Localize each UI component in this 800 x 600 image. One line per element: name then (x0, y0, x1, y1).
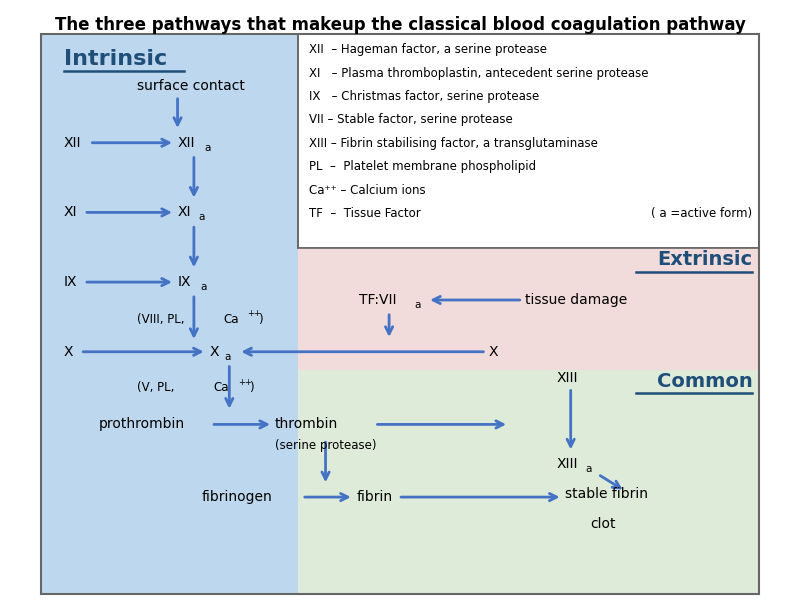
Text: Common: Common (657, 371, 752, 391)
Text: prothrombin: prothrombin (98, 418, 185, 431)
Text: The three pathways that makeup the classical blood coagulation pathway: The three pathways that makeup the class… (54, 16, 746, 34)
Text: ): ) (258, 313, 263, 326)
Text: Intrinsic: Intrinsic (64, 49, 167, 69)
Text: ( a =active form): ( a =active form) (651, 207, 752, 220)
Bar (298, 34, 758, 248)
Text: a: a (205, 143, 211, 153)
Text: XII: XII (64, 136, 82, 150)
Text: (serine protease): (serine protease) (274, 439, 376, 452)
Text: X: X (489, 345, 498, 359)
Text: IX: IX (178, 275, 191, 289)
Text: fibrinogen: fibrinogen (202, 490, 273, 504)
Text: XI: XI (178, 205, 191, 220)
Text: XI   – Plasma thromboplastin, antecedent serine protease: XI – Plasma thromboplastin, antecedent s… (310, 67, 649, 80)
Text: (VIII, PL,: (VIII, PL, (137, 313, 184, 326)
Text: thrombin: thrombin (274, 418, 338, 431)
Text: Ca⁺⁺ – Calcium ions: Ca⁺⁺ – Calcium ions (310, 184, 426, 197)
Text: IX   – Christmas factor, serine protease: IX – Christmas factor, serine protease (310, 90, 539, 103)
Text: Ca: Ca (223, 313, 238, 326)
Bar (298, 34, 758, 248)
Bar (298, 370, 758, 593)
Text: Extrinsic: Extrinsic (657, 250, 752, 269)
Text: XII: XII (178, 136, 195, 150)
Text: (V, PL,: (V, PL, (137, 381, 174, 394)
Text: XIII: XIII (556, 457, 578, 471)
Text: VII – Stable factor, serine protease: VII – Stable factor, serine protease (310, 113, 513, 127)
Text: XIII: XIII (556, 371, 578, 385)
Text: ++: ++ (238, 378, 252, 387)
Text: X: X (64, 345, 74, 359)
Text: PL  –  Platelet membrane phospholipid: PL – Platelet membrane phospholipid (310, 160, 536, 173)
Text: X: X (210, 345, 219, 359)
Text: Ca: Ca (214, 381, 230, 394)
Text: fibrin: fibrin (357, 490, 393, 504)
Text: stable fibrin: stable fibrin (566, 487, 648, 501)
Text: clot: clot (590, 517, 616, 531)
Text: XII  – Hageman factor, a serine protease: XII – Hageman factor, a serine protease (310, 43, 547, 56)
Text: a: a (200, 282, 206, 292)
Text: TF:VII: TF:VII (359, 293, 397, 307)
Text: a: a (414, 300, 421, 310)
Text: XI: XI (64, 205, 78, 220)
Text: surface contact: surface contact (137, 79, 245, 93)
Text: XIII – Fibrin stabilising factor, a transglutaminase: XIII – Fibrin stabilising factor, a tran… (310, 137, 598, 150)
Text: a: a (586, 464, 591, 474)
Text: IX: IX (64, 275, 78, 289)
Bar (298, 248, 758, 370)
Text: ++: ++ (247, 310, 262, 319)
Text: tissue damage: tissue damage (526, 293, 627, 307)
Text: a: a (198, 212, 205, 223)
Text: a: a (225, 352, 231, 362)
Text: TF  –  Tissue Factor: TF – Tissue Factor (310, 207, 421, 220)
Text: ): ) (250, 381, 254, 394)
